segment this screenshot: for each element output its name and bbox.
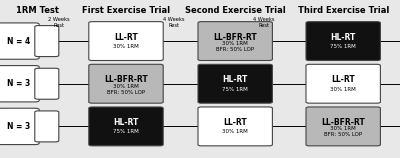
Text: 75% 1RM: 75% 1RM xyxy=(330,44,356,49)
Text: 30% 1RM
BFR: 50% LOP: 30% 1RM BFR: 50% LOP xyxy=(216,41,254,52)
FancyBboxPatch shape xyxy=(198,22,272,61)
Text: N = 4: N = 4 xyxy=(7,37,30,46)
FancyBboxPatch shape xyxy=(198,64,272,103)
Text: 4 Weeks
Rest: 4 Weeks Rest xyxy=(253,17,275,28)
Text: N = 3: N = 3 xyxy=(7,79,30,88)
Text: 4 Weeks
Rest: 4 Weeks Rest xyxy=(163,17,185,28)
Text: 30% 1RM
BFR: 50% LOP: 30% 1RM BFR: 50% LOP xyxy=(324,126,362,137)
Text: 2 Weeks
Rest: 2 Weeks Rest xyxy=(48,17,70,28)
FancyBboxPatch shape xyxy=(35,26,59,57)
FancyBboxPatch shape xyxy=(306,107,380,146)
Text: HL-RT: HL-RT xyxy=(222,75,248,84)
Text: LL-RT: LL-RT xyxy=(114,33,138,42)
FancyBboxPatch shape xyxy=(35,111,59,142)
FancyBboxPatch shape xyxy=(89,64,163,103)
Text: First Exercise Trial: First Exercise Trial xyxy=(82,6,170,15)
Text: 30% 1RM: 30% 1RM xyxy=(330,87,356,92)
Text: 30% 1RM: 30% 1RM xyxy=(113,44,139,49)
Text: 1RM Test: 1RM Test xyxy=(16,6,59,15)
Text: Second Exercise Trial: Second Exercise Trial xyxy=(185,6,286,15)
Text: LL-BFR-RT: LL-BFR-RT xyxy=(321,118,365,127)
FancyBboxPatch shape xyxy=(306,22,380,61)
FancyBboxPatch shape xyxy=(0,23,39,59)
FancyBboxPatch shape xyxy=(198,107,272,146)
Text: HL-RT: HL-RT xyxy=(330,33,356,42)
Text: 75% 1RM: 75% 1RM xyxy=(222,87,248,92)
Text: LL-RT: LL-RT xyxy=(331,75,355,84)
Text: 30% 1RM
BFR: 50% LOP: 30% 1RM BFR: 50% LOP xyxy=(107,84,145,95)
FancyBboxPatch shape xyxy=(89,107,163,146)
Text: N = 3: N = 3 xyxy=(7,122,30,131)
Text: HL-RT: HL-RT xyxy=(113,118,139,127)
FancyBboxPatch shape xyxy=(306,64,380,103)
FancyBboxPatch shape xyxy=(89,22,163,61)
FancyBboxPatch shape xyxy=(0,108,39,145)
Text: Third Exercise Trial: Third Exercise Trial xyxy=(298,6,389,15)
FancyBboxPatch shape xyxy=(35,68,59,99)
Text: 75% 1RM: 75% 1RM xyxy=(113,129,139,134)
Text: LL-BFR-RT: LL-BFR-RT xyxy=(104,75,148,84)
Text: 30% 1RM: 30% 1RM xyxy=(222,129,248,134)
Text: LL-RT: LL-RT xyxy=(223,118,247,127)
Text: LL-BFR-RT: LL-BFR-RT xyxy=(213,33,257,42)
FancyBboxPatch shape xyxy=(0,66,39,102)
